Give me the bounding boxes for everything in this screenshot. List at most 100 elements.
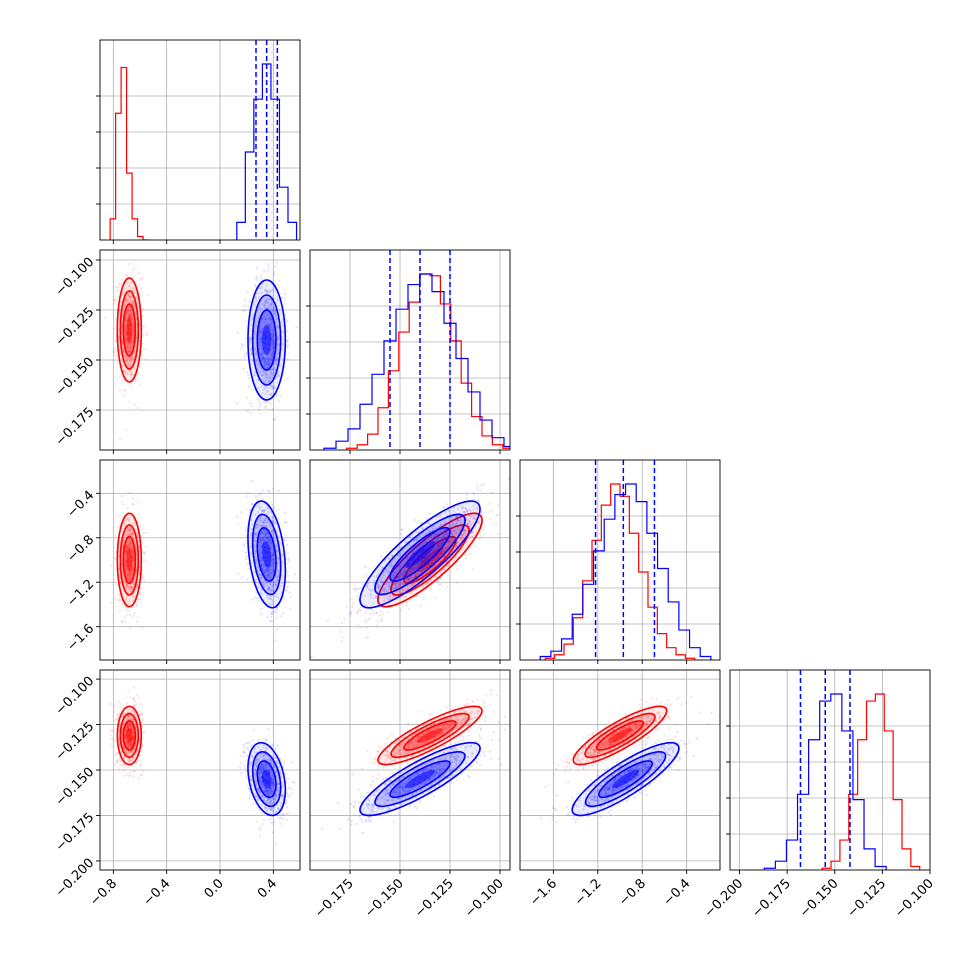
scatter-point xyxy=(249,545,252,549)
scatter-point xyxy=(261,357,264,360)
scatter-point xyxy=(246,578,249,581)
scatter-point xyxy=(263,570,266,573)
scatter-point xyxy=(124,556,127,560)
scatter-point xyxy=(265,290,268,293)
scatter-point xyxy=(263,509,266,512)
scatter-point xyxy=(469,552,472,555)
scatter-point xyxy=(115,355,118,358)
scatter-point xyxy=(121,620,124,623)
scatter-point xyxy=(133,350,136,353)
scatter-point xyxy=(364,611,368,614)
scatter-point xyxy=(268,586,271,590)
scatter-point xyxy=(259,412,262,415)
scatter-point xyxy=(364,636,368,639)
scatter-point xyxy=(400,533,403,536)
scatter-point xyxy=(116,289,120,292)
scatter-point xyxy=(129,313,133,316)
scatter-point xyxy=(273,344,276,347)
scatter-point xyxy=(134,545,137,548)
scatter-point xyxy=(124,551,127,554)
scatter-point xyxy=(267,586,270,589)
scatter-point xyxy=(261,509,264,512)
scatter-point xyxy=(259,338,262,341)
scatter-point xyxy=(259,520,262,523)
scatter-point xyxy=(261,559,264,562)
scatter-point xyxy=(124,564,128,567)
y-tick-label: −1.2 xyxy=(64,577,97,610)
scatter-point xyxy=(131,546,134,549)
scatter-point xyxy=(446,503,449,506)
scatter-point xyxy=(268,377,271,380)
scatter-point xyxy=(122,349,125,352)
scatter-point xyxy=(271,532,274,535)
scatter-point xyxy=(266,317,269,320)
scatter-point xyxy=(426,517,429,520)
scatter-point xyxy=(123,327,126,330)
scatter-point xyxy=(269,569,272,572)
scatter-point xyxy=(136,406,139,410)
scatter-point xyxy=(133,266,136,269)
scatter-point xyxy=(120,599,123,603)
scatter-point xyxy=(125,549,128,553)
scatter-point xyxy=(133,290,136,293)
scatter-point xyxy=(133,579,136,582)
scatter-point xyxy=(137,500,140,503)
scatter-point xyxy=(268,297,271,301)
scatter-point xyxy=(262,537,265,540)
scatter-point xyxy=(270,354,274,357)
scatter-point xyxy=(256,379,260,382)
scatter-point xyxy=(270,530,274,533)
y-tick-label: −1.6 xyxy=(64,621,97,654)
scatter-point xyxy=(136,532,139,536)
scatter-point xyxy=(259,366,262,369)
scatter-point xyxy=(281,582,284,585)
scatter-point xyxy=(266,361,269,364)
scatter-point xyxy=(254,532,257,535)
scatter-point xyxy=(267,573,270,576)
scatter-point xyxy=(263,269,266,272)
scatter-point xyxy=(118,309,121,312)
scatter-point xyxy=(265,318,268,321)
scatter-point xyxy=(134,292,137,295)
scatter-point xyxy=(286,320,289,323)
scatter-point xyxy=(287,580,290,583)
scatter-point xyxy=(293,573,297,576)
scatter-point xyxy=(368,616,371,620)
scatter-point xyxy=(262,522,265,525)
scatter-point xyxy=(272,307,275,310)
scatter-point xyxy=(266,568,269,571)
scatter-point xyxy=(271,515,274,518)
scatter-point xyxy=(125,358,128,361)
scatter-point xyxy=(258,295,261,299)
panel-content xyxy=(323,250,510,450)
scatter-point xyxy=(283,298,286,301)
scatter-point xyxy=(273,340,276,343)
scatter-point xyxy=(254,495,258,498)
scatter-point xyxy=(362,576,366,579)
scatter-point xyxy=(268,582,272,585)
scatter-point xyxy=(476,487,479,491)
scatter-point xyxy=(122,350,125,353)
scatter-point xyxy=(274,584,277,587)
scatter-point xyxy=(286,574,290,577)
scatter-point xyxy=(264,536,268,540)
scatter-point xyxy=(259,536,262,539)
scatter-point xyxy=(127,771,130,774)
scatter-point xyxy=(267,361,270,364)
scatter-point xyxy=(260,498,263,501)
scatter-point xyxy=(133,305,136,308)
scatter-point xyxy=(412,595,416,598)
scatter-point xyxy=(124,564,127,567)
scatter-point xyxy=(263,508,266,512)
scatter-point xyxy=(340,621,344,624)
scatter-point xyxy=(126,309,129,312)
scatter-point xyxy=(255,285,258,288)
scatter-point xyxy=(123,352,126,355)
scatter-point xyxy=(286,330,289,333)
panel-content xyxy=(104,261,298,441)
scatter-point xyxy=(249,337,252,340)
scatter-point xyxy=(266,536,269,539)
scatter-point xyxy=(255,559,259,562)
scatter-point xyxy=(131,585,134,589)
scatter-point xyxy=(272,333,275,336)
